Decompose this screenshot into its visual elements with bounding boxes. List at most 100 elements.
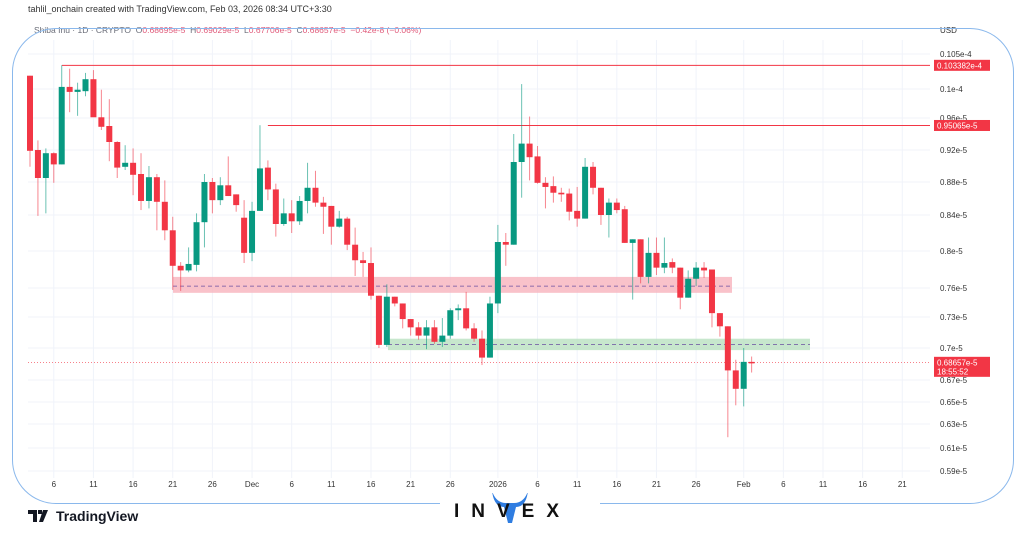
resistance-1-price-label-box (934, 59, 990, 71)
candle-body (280, 213, 287, 224)
candle-body (217, 185, 224, 201)
y-tick-label: 0.7e-5 (940, 344, 963, 353)
candle (360, 251, 367, 277)
candle (66, 68, 73, 113)
candle-body (106, 126, 113, 142)
candle-body (629, 239, 636, 243)
candle (629, 239, 636, 300)
candle (574, 186, 581, 227)
candle-body (391, 296, 398, 304)
last-price-label: 0.68657e-5 (937, 358, 978, 367)
y-tick-label: 0.8e-5 (940, 247, 963, 256)
candle (447, 308, 454, 339)
candle-body (423, 327, 430, 336)
candle-body (463, 308, 470, 329)
candle-body (352, 244, 359, 261)
y-tick-label: 0.96e-5 (940, 114, 968, 123)
candle (233, 194, 240, 212)
candle-body (225, 185, 232, 197)
candle-body (605, 202, 612, 215)
candle (27, 75, 33, 167)
candle (241, 200, 248, 264)
candle (336, 210, 343, 228)
candle (352, 227, 359, 276)
candle-body (669, 262, 676, 268)
change-value: −0.42e-8 (−0.06%) (350, 25, 422, 35)
candle (645, 237, 652, 284)
candle (193, 213, 200, 272)
symbol-label[interactable]: Shiba Inu · 1D · CRYPTO (34, 25, 132, 35)
x-tick-label: 16 (612, 480, 621, 489)
candle (122, 145, 129, 170)
resistance-2-price-label-box (934, 119, 990, 131)
candle-body (550, 186, 557, 193)
candle-body (272, 189, 279, 224)
candle (98, 89, 105, 130)
candle (145, 166, 152, 209)
y-tick-label: 0.65e-5 (940, 398, 968, 407)
candle-body (383, 296, 390, 345)
candle-body (447, 310, 454, 336)
candle (138, 153, 145, 211)
low-value: 0.67706e-5 (248, 25, 292, 35)
candle (558, 187, 565, 202)
candle (169, 216, 176, 290)
resistance-2-price-label: 0.95065e-5 (937, 121, 978, 130)
candle (256, 125, 263, 211)
candle-body (542, 182, 549, 187)
candle-body (716, 313, 723, 327)
candle (423, 320, 430, 350)
candle (740, 348, 747, 407)
candle (201, 174, 208, 248)
x-tick-label: 11 (327, 480, 336, 489)
tradingview-logo: TradingView (28, 508, 138, 524)
candle-body (312, 187, 319, 203)
candle-body (130, 162, 137, 175)
x-tick-label: 6 (535, 480, 540, 489)
y-tick-label: 0.105e-4 (940, 50, 972, 59)
candle-body (177, 265, 184, 271)
x-tick-label: Dec (245, 480, 259, 489)
candle-body (375, 295, 382, 345)
candle (661, 237, 668, 274)
candle-body (653, 252, 660, 268)
candle (320, 196, 327, 234)
candle (463, 291, 470, 331)
candle-body (122, 162, 129, 167)
low-label: L (244, 25, 249, 35)
candle (383, 284, 390, 347)
x-tick-label: 11 (819, 480, 828, 489)
candle-body (597, 187, 604, 215)
invex-text: INVEX (454, 501, 572, 522)
chart-credit: tahlil_onchain created with TradingView.… (28, 4, 332, 14)
candle-body (114, 142, 121, 168)
candle-body (90, 79, 97, 118)
candle-body (153, 177, 160, 202)
candle-body (518, 143, 525, 162)
candle-body (201, 182, 208, 223)
candle-body (661, 263, 668, 268)
candle (50, 152, 57, 183)
candle-body (732, 370, 739, 389)
candle (534, 146, 541, 184)
x-tick-label: 16 (858, 480, 867, 489)
candle (391, 296, 398, 307)
x-tick-label: 21 (898, 480, 907, 489)
candle-body (613, 202, 620, 211)
supply-zone (173, 276, 732, 293)
candle (280, 198, 287, 226)
candle-body (193, 222, 200, 265)
candle (471, 323, 478, 342)
candle (613, 198, 620, 214)
tradingview-text: TradingView (56, 508, 139, 524)
candle-body (360, 260, 367, 264)
y-tick-label: 0.76e-5 (940, 284, 968, 293)
last-price-label-box (934, 356, 990, 377)
candle (264, 160, 271, 201)
candle (693, 262, 700, 287)
candle-body (344, 218, 351, 245)
candle (542, 177, 549, 209)
decorative-frame (12, 28, 1014, 504)
close-value: 0.68657e-5 (302, 25, 346, 35)
